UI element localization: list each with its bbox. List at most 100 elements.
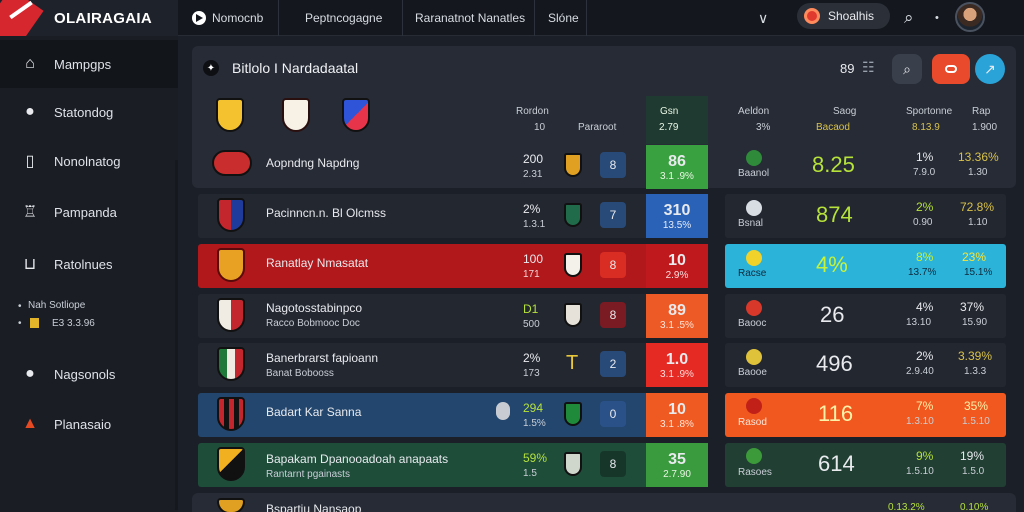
- home-icon: ⌂: [25, 55, 35, 72]
- row-label: Rasod: [738, 417, 767, 428]
- col-highlight: [646, 96, 708, 144]
- sidebar-item-label: Nagsonols: [54, 366, 116, 382]
- team-crest-icon: [564, 253, 582, 277]
- sidebar-item-results[interactable]: ⊔ Ratolnues: [0, 240, 178, 288]
- record-icon: [945, 65, 957, 73]
- team-name: Badart Kar Sanna: [266, 405, 362, 419]
- search-button[interactable]: ⌕: [892, 54, 922, 84]
- sidebar-item-trophy[interactable]: ♖ Pampanda: [0, 188, 178, 236]
- row-chip: 7: [600, 202, 626, 228]
- small-crest-icon: [30, 318, 39, 328]
- row-bg: [725, 393, 1006, 437]
- team-crest-icon: [282, 98, 310, 132]
- user-pill-button[interactable]: Shoalhis: [797, 3, 890, 29]
- row-pct: 2%: [916, 349, 934, 363]
- score-box: 10 3.1 .8%: [646, 393, 708, 437]
- settings-icon[interactable]: ✦: [203, 60, 219, 76]
- sidebar-item-home[interactable]: ⌂ Mampgps: [0, 40, 178, 88]
- row-pct: 8%: [916, 250, 934, 264]
- brand-logo-icon: [0, 0, 46, 36]
- row-pct-sub: 1.3.3: [964, 366, 987, 377]
- score-sub: 13.5%: [662, 219, 692, 231]
- row-value: 2%: [523, 351, 541, 365]
- score-sub: 2.7.90: [663, 468, 691, 480]
- team-name: Ranatlay Nmasatat: [266, 256, 369, 270]
- score-sub: 3.1 .9%: [660, 368, 694, 380]
- sidebar: ⌂ Mampgps ● Statondog ▯ Nonolnatog ♖ Pam…: [0, 36, 178, 512]
- avatar[interactable]: [955, 2, 985, 32]
- more-dot-icon[interactable]: •: [935, 12, 939, 24]
- row-value: 500: [523, 319, 540, 330]
- row-pct-sub: 0.90: [913, 217, 933, 228]
- col-header-sub: 10: [534, 122, 546, 133]
- team-crest-icon: [217, 447, 245, 481]
- row-label: Baooc: [738, 318, 767, 329]
- sidebar-item-label: Ratolnues: [54, 256, 113, 272]
- tab-programme[interactable]: Peptncogagne: [305, 0, 382, 36]
- chevron-down-icon[interactable]: ∨: [758, 9, 769, 26]
- team-crest-icon: [746, 150, 762, 166]
- row-pct-sub: 1.30: [968, 167, 988, 178]
- divider: [586, 0, 587, 36]
- team-crest-icon: [746, 448, 762, 464]
- score: 310: [663, 201, 691, 219]
- brand[interactable]: OLAIRAGAIA: [0, 0, 178, 36]
- team-crest-icon: [212, 150, 252, 176]
- score: 10: [668, 400, 686, 418]
- row-pct-sub: 1.10: [968, 217, 988, 228]
- team-name: Nagotosstabinpco: [266, 301, 363, 315]
- sidebar-item-messages[interactable]: ● Nagsonols: [0, 350, 178, 398]
- score-sub: 3.1 .9%: [660, 170, 694, 182]
- tab-more[interactable]: Slóne: [548, 0, 579, 36]
- team-name: Banerbrarst fapioann: [266, 351, 379, 365]
- score-box: 10 2.9%: [646, 244, 708, 288]
- team-crest-icon: [217, 498, 245, 512]
- row-pct: 0.13.2%: [888, 502, 925, 512]
- tab-results[interactable]: Raranatnot Nanatles: [415, 0, 525, 36]
- team-subname: Banat Bobooss: [266, 368, 334, 379]
- col-header-sub: 2.79: [659, 122, 679, 133]
- team-name: Bspartiu Nansaop: [266, 502, 362, 512]
- search-icon[interactable]: ⌕: [904, 8, 914, 27]
- team-crest-icon: [217, 248, 245, 282]
- row-pct: 2%: [916, 200, 934, 214]
- team-subname: Rantarnt pgainasts: [266, 469, 350, 480]
- row-pct: 0.10%: [960, 502, 989, 512]
- share-icon: ↗: [984, 60, 996, 77]
- row-pct: 37%: [960, 300, 985, 314]
- tab-home[interactable]: Nomocnb: [192, 0, 263, 36]
- row-value: 100: [523, 252, 544, 266]
- row-label: Racse: [738, 268, 767, 279]
- sidebar-item-flags[interactable]: ▲ Planasaio: [0, 400, 178, 448]
- search-icon: ⌕: [903, 60, 911, 77]
- record-button[interactable]: [932, 54, 970, 84]
- col-header-sub: 8.13.9: [912, 122, 940, 133]
- grid-icon[interactable]: ☷: [862, 59, 875, 75]
- team-crest-icon: [564, 303, 582, 327]
- panel-title: Bitlolo I Nardadaatal: [232, 60, 359, 76]
- sidebar-item-standings[interactable]: ● Statondog: [0, 88, 178, 136]
- row-value: 2%: [523, 202, 541, 216]
- sub-line2: E3 3.3.96: [52, 318, 95, 329]
- sidebar-item-news[interactable]: ▯ Nonolnatog: [0, 137, 178, 185]
- score-box: 1.0 3.1 .9%: [646, 343, 708, 387]
- team-crest-icon: [746, 300, 762, 316]
- sidebar-item-label: Pampanda: [54, 204, 117, 220]
- row-pct: 9%: [916, 449, 934, 463]
- divider: [402, 0, 403, 36]
- sidebar-item-label: Planasaio: [54, 416, 112, 432]
- row-pct-sub: 1.5.10: [906, 466, 934, 477]
- row-pct-sub: 2.9.40: [906, 366, 934, 377]
- row-chip: 0: [600, 401, 626, 427]
- row-pct-sub: 13.7%: [908, 267, 937, 278]
- share-button[interactable]: ↗: [975, 54, 1005, 84]
- row-value: D1: [523, 302, 539, 316]
- score-sub: 3.1 .5%: [660, 319, 694, 331]
- divider: [534, 0, 535, 36]
- row-value: 171: [523, 269, 540, 280]
- sidebar-item-label: Statondog: [54, 104, 114, 120]
- chat-icon: ●: [25, 103, 35, 120]
- score-sub: 2.9%: [665, 269, 689, 281]
- sub-line1: Nah Sotliope: [28, 300, 86, 311]
- big-stat: 496: [816, 351, 853, 376]
